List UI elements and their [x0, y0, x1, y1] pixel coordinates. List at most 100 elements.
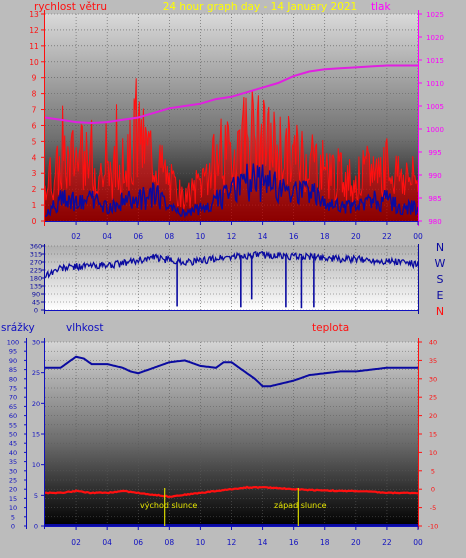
direction-tick-label: 0 — [34, 307, 38, 315]
pressure-axis-label: tlak — [371, 1, 391, 13]
wind-speed-axis-label: rychlost větru — [34, 1, 107, 13]
chart-marks — [44, 64, 419, 526]
temperature-tick-label: 35 — [429, 357, 437, 365]
compass-label-e: E — [437, 289, 444, 302]
pressure-tick-label: 1010 — [426, 80, 444, 88]
wind-speed-tick-label: 5 — [32, 137, 37, 146]
humidity-tick-label: 30 — [32, 339, 40, 347]
wind-speed-tick-label: 11 — [29, 42, 39, 51]
panel3-x-tick-label: 08 — [165, 538, 175, 547]
temperature-axis-label: teplota — [312, 322, 349, 334]
panel1-x-tick-label: 12 — [227, 232, 237, 241]
temperature-tick-label: 20 — [429, 412, 437, 420]
panel1-x-tick-label: 04 — [102, 232, 112, 241]
rain-tick-label: 40 — [9, 449, 17, 457]
rain-tick-label: 90 — [9, 357, 17, 365]
rain-tick-label: 20 — [9, 486, 17, 494]
wind-speed-tick-label: 2 — [32, 185, 37, 194]
temperature-tick-label: -10 — [428, 523, 439, 531]
pressure-tick-label: 985 — [428, 195, 441, 203]
tick-labels: 0123456789101112139809859909951000100510… — [7, 10, 444, 547]
temperature-tick-label: 30 — [429, 375, 437, 383]
sunset-label: západ slunce — [274, 501, 327, 510]
rain-tick-label: 65 — [9, 403, 17, 411]
panel3-x-tick-label: 00 — [413, 538, 423, 547]
panel1-x-tick-label: 16 — [289, 232, 299, 241]
pressure-tick-label: 980 — [428, 218, 441, 226]
panel1-x-tick-label: 08 — [165, 232, 175, 241]
panel1-x-tick-label: 14 — [258, 232, 268, 241]
temperature-tick-label: 5 — [431, 467, 435, 475]
pressure-tick-label: 995 — [428, 149, 441, 157]
humidity-tick-label: 0 — [34, 523, 38, 531]
humidity-line — [45, 355, 418, 388]
rain-tick-label: 30 — [9, 467, 17, 475]
wind-speed-tick-label: 6 — [32, 121, 37, 130]
wind-speed-tick-label: 9 — [32, 74, 37, 83]
panel1-x-tick-label: 18 — [320, 232, 330, 241]
pressure-tick-label: 1005 — [426, 103, 444, 111]
pressure-tick-label: 1020 — [426, 34, 444, 42]
pressure-tick-label: 1000 — [426, 126, 444, 134]
compass-label-s: S — [437, 273, 444, 286]
humidity-tick-label: 25 — [32, 369, 40, 377]
direction-tick-label: 135 — [30, 283, 42, 291]
humidity-tick-label: 15 — [32, 431, 40, 439]
rain-axis-label: srážky — [1, 322, 35, 334]
rain-tick-label: 75 — [9, 385, 17, 393]
pressure-line — [44, 64, 418, 125]
rain-tick-label: 70 — [9, 394, 17, 402]
direction-tick-label: 315 — [30, 251, 42, 259]
panel3-x-tick-label: 22 — [382, 538, 392, 547]
wind-gust-line — [44, 78, 419, 210]
panel1-x-tick-label: 02 — [71, 232, 81, 241]
rain-tick-label: 10 — [9, 504, 17, 512]
panel3-x-tick-label: 06 — [133, 538, 143, 547]
direction-tick-label: 90 — [32, 291, 40, 299]
panel3-x-tick-label: 16 — [289, 538, 299, 547]
rain-tick-label: 55 — [9, 421, 17, 429]
humidity-tick-label: 5 — [34, 492, 38, 500]
temperature-tick-label: 10 — [429, 449, 437, 457]
rain-tick-label: 50 — [9, 431, 17, 439]
temperature-tick-label: 0 — [431, 486, 435, 494]
humidity-tick-label: 10 — [32, 461, 40, 469]
direction-tick-label: 180 — [30, 275, 42, 283]
direction-tick-label: 360 — [30, 243, 42, 251]
pressure-tick-label: 1025 — [426, 11, 444, 19]
rain-tick-label: 80 — [9, 375, 17, 383]
temperature-line — [44, 485, 419, 498]
wind-speed-tick-label: 7 — [32, 106, 37, 115]
panel3-x-tick-label: 02 — [71, 538, 81, 547]
panel3-x-tick-label: 20 — [351, 538, 361, 547]
rain-tick-label: 5 — [11, 513, 15, 521]
wind-direction-line — [44, 250, 419, 279]
chart-title: 24 hour graph day - 14 January 2021 — [163, 1, 358, 13]
wind-speed-tick-label: 3 — [32, 169, 37, 178]
panel1-x-tick-label: 10 — [196, 232, 206, 241]
pressure-tick-label: 1015 — [426, 57, 444, 65]
compass-label-n-bottom: N — [436, 305, 444, 318]
rain-tick-label: 95 — [9, 348, 17, 356]
sunrise-label: východ slunce — [140, 501, 197, 510]
panel3-x-tick-label: 10 — [196, 538, 206, 547]
wind-speed-tick-label: 8 — [32, 90, 37, 99]
rain-tick-label: 100 — [7, 339, 19, 347]
humidity-axis-label: vlhkost — [66, 322, 104, 334]
wind-speed-tick-label: 12 — [29, 26, 39, 35]
wind-speed-tick-label: 13 — [29, 10, 39, 19]
rain-tick-label: 35 — [9, 458, 17, 466]
direction-tick-label: 270 — [30, 259, 42, 267]
wind-average-line — [45, 163, 419, 219]
panel1-x-tick-label: 06 — [133, 232, 143, 241]
rain-tick-label: 15 — [9, 495, 17, 503]
rain-tick-label: 60 — [9, 412, 17, 420]
rain-tick-label: 0 — [11, 523, 15, 531]
panel3-x-tick-label: 18 — [320, 538, 330, 547]
wind-speed-tick-label: 0 — [32, 217, 37, 226]
panel1-x-tick-label: 20 — [351, 232, 361, 241]
wind-speed-tick-label: 1 — [32, 201, 37, 210]
panel1-x-tick-label: 00 — [413, 232, 423, 241]
